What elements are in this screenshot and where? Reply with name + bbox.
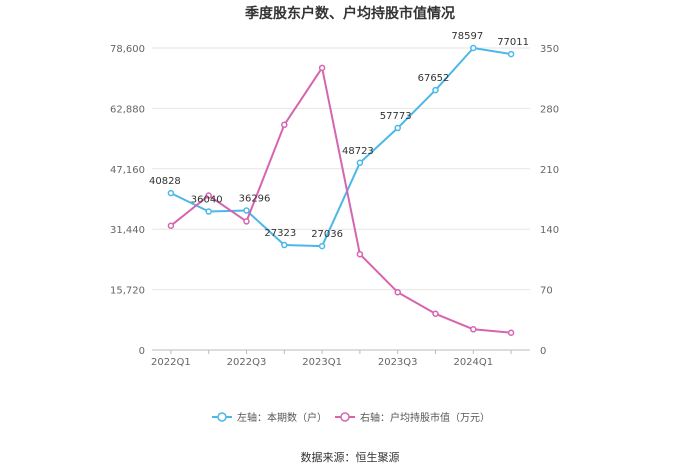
x-tick-label: 2023Q1 [302,357,342,368]
data-point [394,124,401,132]
data-point [243,207,250,214]
right-tick-label: 350 [540,44,559,55]
series-lines [170,47,512,334]
legend-item-market-value[interactable]: 右轴：户均持股市值（万元） [335,411,490,424]
data-label: 40828 [149,176,181,187]
data-point [281,241,288,249]
left-tick-label: 47,160 [110,165,145,176]
x-tick-label: 2022Q1 [151,357,191,368]
right-tick-label: 280 [540,104,559,115]
data-point [243,218,250,225]
legend[interactable]: 左轴：本期数（户） 右轴：户均持股市值（万元） [212,411,490,424]
right-tick-label: 140 [540,225,559,236]
left-tick-label: 15,720 [110,286,145,297]
x-tick-label: 2022Q3 [227,357,267,368]
data-point [205,192,212,199]
right-tick-label: 210 [540,165,559,176]
data-point [318,242,326,250]
left-tick-label: 31,440 [110,225,145,236]
data-point [432,310,439,318]
grid-lines [152,47,530,351]
data-label: 57773 [380,111,412,122]
data-label: 36040 [191,195,223,206]
data-point [470,326,477,333]
data-point [356,159,364,167]
data-labels: 40828 36040 36296 27323 27036 48723 57773 67652… [149,31,529,240]
legend-item-holders[interactable]: 左轴：本期数（户） [212,411,327,424]
data-point [507,50,515,58]
data-point [167,222,175,229]
right-tick-label: 0 [540,346,546,357]
series-line-holders [170,47,512,248]
data-label: 48723 [342,146,374,157]
right-axis-ticks: 0 70 140 210 280 350 [540,44,559,357]
data-point [356,250,364,258]
x-axis-ticks: 2022Q1 2022Q3 2023Q1 2023Q3 2024Q1 [151,350,512,368]
data-point [205,208,212,215]
data-point [318,64,326,72]
data-point [507,329,515,336]
x-tick-label: 2024Q1 [453,357,493,368]
left-tick-label: 62,880 [110,104,145,115]
legend-label: 右轴：户均持股市值（万元） [360,411,490,424]
data-label: 77011 [497,37,529,48]
left-tick-label: 78,600 [110,44,145,55]
legend-label: 左轴：本期数（户） [237,411,327,424]
data-point [281,121,288,129]
data-point [167,189,175,197]
series-points [167,44,515,336]
data-label: 27323 [264,228,296,239]
data-label: 27036 [311,229,343,240]
legend-marker [340,412,350,422]
left-tick-label: 0 [139,346,145,357]
right-tick-label: 70 [540,286,553,297]
x-tick-label: 2023Q3 [378,357,418,368]
data-point [394,288,401,296]
data-point [432,86,439,94]
series-line-market-value [170,66,512,334]
chart-title: 季度股东户数、户均持股市值情况 [244,5,455,22]
left-axis-ticks: 0 15,720 31,440 47,160 62,880 78,600 [110,44,145,357]
data-label: 67652 [418,73,450,84]
data-label: 36296 [239,194,271,205]
data-point [470,44,477,52]
legend-marker [217,412,227,422]
source-note: 数据来源：恒生聚源 [301,450,400,464]
data-label: 78597 [451,31,483,42]
